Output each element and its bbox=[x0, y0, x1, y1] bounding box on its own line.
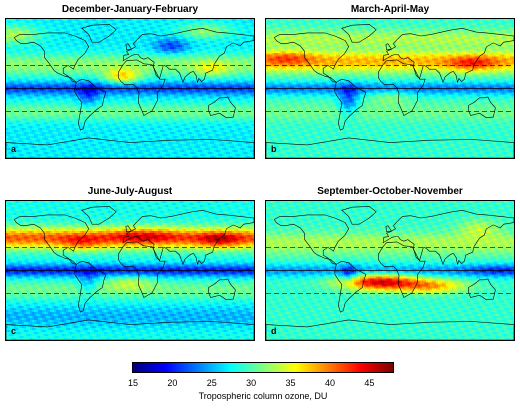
colorbar-tick-label: 20 bbox=[167, 378, 178, 388]
coastline bbox=[208, 278, 236, 301]
colorbar-tick-label: 25 bbox=[206, 378, 217, 388]
panel-letter: c bbox=[11, 326, 17, 336]
colorbar-tick-label: 30 bbox=[246, 378, 257, 388]
ozone-map-djf: a bbox=[5, 18, 255, 159]
panel-letter: b bbox=[271, 144, 277, 154]
coastline bbox=[6, 137, 254, 158]
coastline-overlay bbox=[6, 24, 254, 158]
ozone-map-jja: c bbox=[5, 200, 255, 341]
coastline bbox=[382, 27, 514, 84]
coastline bbox=[385, 43, 392, 51]
panel-son: September-October-November d bbox=[265, 186, 515, 341]
colorbar-legend: 15 20 25 30 35 40 45 Tropospheric column ozone… bbox=[128, 362, 394, 412]
ozone-map-mam: b bbox=[265, 18, 515, 159]
coastline bbox=[341, 24, 377, 43]
coastline bbox=[378, 241, 426, 298]
coastline bbox=[122, 209, 254, 266]
coastline bbox=[125, 225, 132, 233]
coastline bbox=[334, 260, 367, 313]
coastline bbox=[468, 278, 496, 301]
coastline bbox=[382, 209, 514, 266]
panel-jja: June-July-August c bbox=[5, 186, 255, 341]
coastline bbox=[13, 32, 90, 83]
coastline bbox=[341, 206, 377, 225]
panel-title: June-July-August bbox=[87, 186, 173, 197]
panel-letter: d bbox=[271, 326, 277, 336]
coastline bbox=[125, 43, 132, 51]
coastline bbox=[273, 214, 350, 265]
colorbar-tick-label: 45 bbox=[364, 378, 375, 388]
panel-title: December-January-February bbox=[61, 4, 199, 15]
colorbar-label: Tropospheric column ozone, DU bbox=[198, 391, 328, 401]
coastline bbox=[74, 78, 107, 131]
coastline bbox=[273, 32, 350, 83]
ozone-map-son: d bbox=[265, 200, 515, 341]
coastline bbox=[118, 59, 166, 116]
coastline-overlay bbox=[266, 206, 514, 340]
panel-title: September-October-November bbox=[317, 186, 463, 197]
coastline bbox=[6, 319, 254, 340]
coastline bbox=[81, 206, 117, 225]
coastline bbox=[378, 59, 426, 116]
coastline bbox=[385, 225, 392, 233]
colorbar-tick-label: 35 bbox=[285, 378, 296, 388]
colorbar-gradient bbox=[133, 363, 393, 372]
colorbar-tick-label: 40 bbox=[324, 378, 335, 388]
coastline bbox=[74, 260, 107, 313]
panel-letter: a bbox=[11, 144, 17, 154]
coastline bbox=[468, 96, 496, 119]
coastline-overlay bbox=[266, 24, 514, 158]
coastline bbox=[122, 27, 254, 84]
colorbar bbox=[132, 362, 394, 373]
coastline bbox=[81, 24, 117, 43]
coastline bbox=[208, 96, 236, 119]
coastline-overlay bbox=[6, 206, 254, 340]
coastline bbox=[118, 241, 166, 298]
coastline bbox=[266, 319, 514, 340]
coastline bbox=[266, 137, 514, 158]
coastline bbox=[334, 78, 367, 131]
panel-title: March-April-May bbox=[350, 4, 430, 15]
panel-djf: December-January-February a bbox=[5, 4, 255, 159]
panel-mam: March-April-May b bbox=[265, 4, 515, 159]
coastline bbox=[13, 214, 90, 265]
colorbar-tick-label: 15 bbox=[127, 378, 138, 388]
